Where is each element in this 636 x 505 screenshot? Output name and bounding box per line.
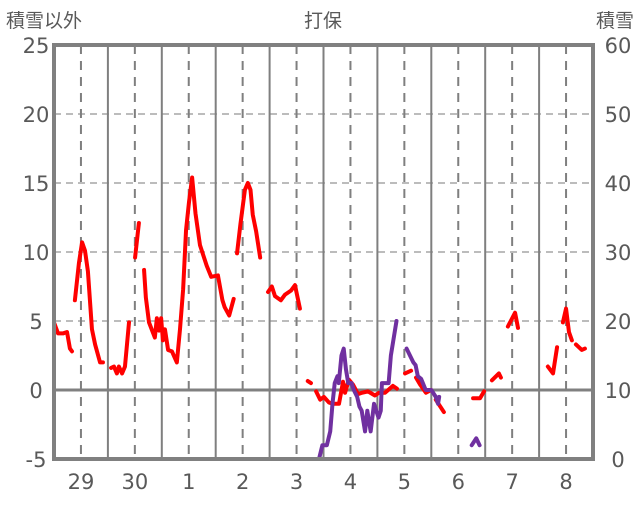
temperature-segment	[142, 175, 236, 365]
x-tick-label: 30	[121, 470, 148, 494]
left-tick-label: 10	[23, 241, 50, 265]
temperature-segment	[109, 320, 132, 376]
temperature-segment	[72, 240, 105, 365]
left-tick-label: 0	[29, 379, 42, 403]
left-tick-label: 5	[29, 310, 42, 334]
series-layer	[52, 175, 589, 461]
x-tick-label: 5	[398, 470, 411, 494]
left-axis-title: 積雪以外	[6, 10, 82, 32]
temperature-segment	[133, 221, 141, 260]
temperature-segment	[471, 389, 487, 401]
x-tick-label: 8	[559, 470, 572, 494]
left-tick-label: 20	[23, 103, 50, 127]
x-tick-label: 7	[505, 470, 518, 494]
temperature-segment	[560, 306, 574, 343]
temperature-segment	[573, 342, 587, 352]
temperature-segment	[52, 320, 74, 354]
plot-frame	[52, 43, 595, 461]
left-tick-label: 25	[23, 34, 50, 58]
temperature-segment	[545, 345, 560, 376]
right-tick-label: 50	[605, 103, 632, 127]
x-tick-label: 6	[452, 470, 465, 494]
x-tick-label: 29	[68, 470, 95, 494]
right-tick-label: 60	[605, 34, 632, 58]
x-tick-label: 2	[236, 470, 249, 494]
snow_depth-segment	[469, 436, 482, 448]
temperature-segment	[505, 310, 520, 330]
right-axis-title: 積雪	[596, 10, 634, 32]
right-tick-label: 20	[605, 310, 632, 334]
x-tick-label: 4	[344, 470, 357, 494]
left-tick-label: -5	[26, 448, 47, 472]
temperature-segment	[266, 283, 302, 311]
x-tick-label: 1	[182, 470, 195, 494]
right-tick-label: 30	[605, 241, 632, 265]
temperature-segment	[235, 181, 263, 260]
right-tick-label: 40	[605, 172, 632, 196]
left-tick-label: 15	[23, 172, 50, 196]
temperature-segment	[489, 371, 503, 383]
x-tick-label: 3	[290, 470, 303, 494]
temperature-segment	[403, 368, 414, 376]
grid	[54, 45, 593, 459]
right-tick-label: 10	[605, 379, 632, 403]
chart-title: 打保	[304, 10, 342, 32]
right-tick-label: 0	[611, 448, 624, 472]
temperature-segment	[305, 379, 313, 386]
snow_depth-segment	[308, 319, 399, 461]
snow_depth-segment	[404, 346, 442, 406]
